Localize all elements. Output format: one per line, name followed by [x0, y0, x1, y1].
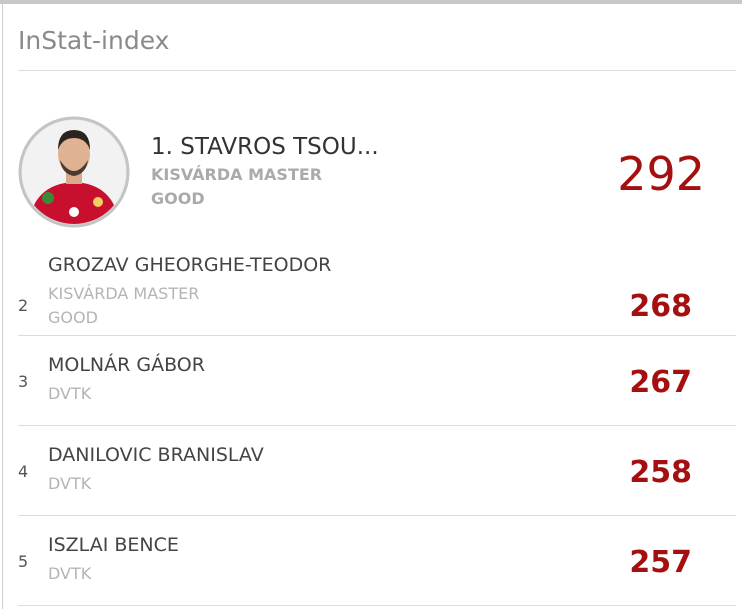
separator	[18, 605, 736, 606]
player-score: 267	[629, 365, 692, 400]
separator	[18, 515, 736, 516]
player-score: 268	[629, 289, 692, 324]
leader-name: 1. STAVROS TSOU...	[151, 134, 379, 160]
player-rank: 2	[18, 296, 29, 315]
player-name: MOLNÁR GÁBOR	[48, 354, 205, 376]
player-rank: 4	[18, 462, 29, 481]
player-rank: 5	[18, 552, 29, 571]
player-team: DVTK	[48, 564, 92, 583]
leader-team: KISVÁRDA MASTER	[151, 165, 323, 184]
player-team: DVTK	[48, 384, 92, 403]
leader-rating: GOOD	[151, 189, 205, 208]
separator	[18, 335, 736, 336]
left-border	[2, 4, 3, 609]
player-name: GROZAV GHEORGHE-TEODOR	[48, 254, 332, 276]
player-name: DANILOVIC BRANISLAV	[48, 444, 264, 466]
separator	[18, 70, 736, 71]
player-score: 258	[629, 455, 692, 490]
player-name: ISZLAI BENCE	[48, 534, 179, 556]
leader-score: 292	[617, 147, 705, 201]
player-score: 257	[629, 545, 692, 580]
top-bar	[0, 0, 742, 4]
separator	[18, 425, 736, 426]
player-team: KISVÁRDA MASTER	[48, 284, 200, 303]
player-rating: GOOD	[48, 308, 98, 327]
player-team: DVTK	[48, 474, 92, 493]
player-rank: 3	[18, 372, 29, 391]
widget-title: InStat-index	[18, 26, 170, 55]
player-photo	[18, 116, 130, 228]
